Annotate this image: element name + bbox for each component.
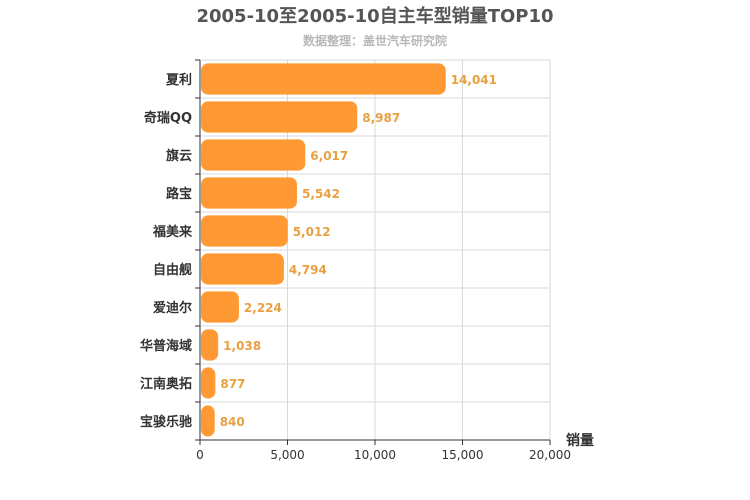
bar (201, 139, 306, 171)
x-tick-label: 0 (196, 448, 204, 462)
category-label: 自由舰 (153, 262, 192, 278)
category-label: 奇瑞QQ (144, 110, 192, 126)
x-axis-title: 销量 (566, 432, 594, 449)
category-label: 福美来 (152, 224, 193, 240)
bar (201, 367, 216, 399)
category-label: 华普海域 (140, 338, 192, 354)
x-tick-label: 10,000 (354, 448, 396, 462)
value-label: 14,041 (451, 73, 497, 87)
category-label: 宝骏乐驰 (140, 414, 192, 430)
value-label: 840 (220, 415, 245, 429)
bar (201, 63, 446, 95)
axes: 0 5,000 10,000 15,000 20,000 (195, 59, 571, 462)
category-label: 夏利 (165, 72, 192, 88)
chart-subtitle: 数据整理：盖世汽车研究院 (303, 33, 447, 48)
value-label: 4,794 (289, 263, 327, 277)
chart-title: 2005-10至2005-10自主车型销量TOP10 (196, 5, 553, 27)
category-label: 爱迪尔 (153, 300, 192, 316)
category-label: 江南奥拓 (140, 376, 192, 392)
value-label: 877 (220, 377, 245, 391)
bar (201, 101, 358, 133)
value-label: 6,017 (310, 149, 348, 163)
value-label: 5,542 (302, 187, 340, 201)
bar (201, 329, 219, 361)
value-label: 8,987 (362, 111, 400, 125)
bar (201, 177, 297, 209)
bars (201, 63, 446, 437)
category-label: 路宝 (166, 186, 192, 202)
x-tick-label: 5,000 (270, 448, 304, 462)
bar (201, 405, 215, 437)
labels: 夏利 14,041 奇瑞QQ 8,987 旗云 6,017 路宝 5,542 福美来 5,012 自… (140, 72, 497, 430)
bar (201, 215, 288, 247)
x-tick-label: 20,000 (529, 448, 571, 462)
category-label: 旗云 (166, 148, 192, 164)
value-label: 5,012 (293, 225, 331, 239)
value-label: 2,224 (244, 301, 282, 315)
bar (201, 253, 284, 285)
grid-lines (200, 59, 551, 441)
bar (201, 291, 239, 323)
x-tick-label: 15,000 (442, 448, 484, 462)
value-label: 1,038 (223, 339, 261, 353)
